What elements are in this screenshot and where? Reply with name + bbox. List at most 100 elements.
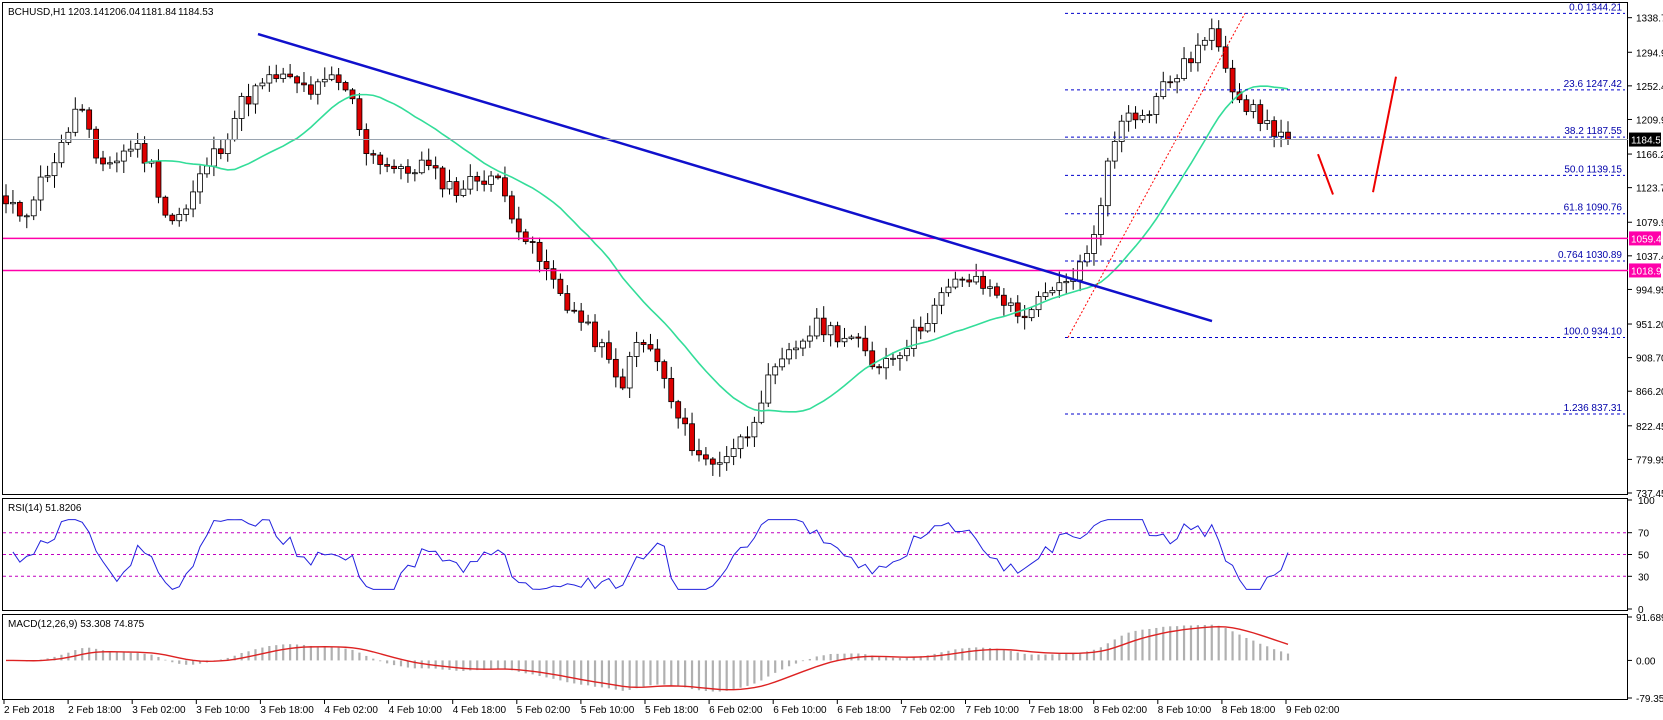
time-axis-label: 3 Feb 18:00: [260, 705, 314, 716]
time-axis-label: 4 Feb 18:00: [453, 705, 507, 716]
bearish-candle: [495, 175, 501, 179]
bearish-candle: [661, 361, 668, 379]
bullish-candle: [786, 349, 792, 360]
bullish-candle: [1146, 114, 1153, 116]
fib-level-label: 23.6 1247.42: [1564, 79, 1623, 90]
bullish-candle: [328, 74, 335, 80]
bullish-candle: [931, 304, 938, 324]
bearish-candle: [405, 166, 411, 174]
bearish-candle: [543, 261, 550, 270]
bullish-candle: [737, 436, 744, 450]
bullish-candle: [197, 173, 203, 193]
time-axis-label: 7 Feb 18:00: [1030, 705, 1084, 716]
price-axis-label: 908.70: [1636, 354, 1663, 365]
bullish-candle: [1264, 120, 1271, 124]
bullish-candle: [23, 215, 30, 218]
bearish-candle: [820, 317, 827, 336]
bearish-candle: [689, 423, 695, 452]
bullish-candle: [113, 160, 120, 164]
bullish-candle: [1084, 253, 1090, 263]
bullish-candle: [987, 286, 993, 289]
bearish-candle: [564, 293, 571, 311]
support-price-tag: [1629, 231, 1661, 246]
bearish-candle: [966, 279, 973, 283]
ohlc-close: 1184.53: [178, 7, 214, 18]
bearish-candle: [682, 417, 689, 425]
bearish-candle: [640, 342, 647, 345]
macd-axis-label: 91.689: [1636, 613, 1663, 624]
projection-down-stroke: [1317, 153, 1334, 195]
bullish-candle: [765, 374, 772, 404]
bearish-candle: [612, 358, 619, 378]
bullish-candle: [120, 150, 127, 162]
bearish-candle: [363, 129, 370, 155]
bullish-candle: [231, 118, 238, 141]
bullish-candle: [1118, 120, 1125, 142]
bullish-candle: [398, 166, 404, 170]
axes: 1338.70 1294.95 1252.45 1209.95 1166.20 1123.…: [3, 14, 1663, 716]
bullish-candle: [418, 159, 425, 174]
rsi-line: [12, 519, 1289, 590]
bearish-candle: [522, 231, 529, 242]
rsi-axis-label: 100: [1638, 496, 1655, 507]
bearish-candle: [245, 96, 252, 105]
fib-level-label: 50.0 1139.15: [1564, 164, 1622, 175]
bullish-candle: [585, 321, 591, 324]
bullish-candle: [890, 357, 896, 360]
bullish-candle: [321, 78, 328, 83]
bullish-candle: [1208, 28, 1215, 41]
bearish-candle: [3, 195, 9, 205]
time-axis-label: 6 Feb 18:00: [837, 705, 891, 716]
bullish-candle: [107, 162, 113, 165]
current-price-tag: [1629, 132, 1661, 147]
time-axis-label: 2 Feb 18:00: [68, 705, 122, 716]
bullish-candle: [224, 139, 231, 155]
price-axis-label: 1166.20: [1636, 150, 1663, 161]
bearish-candle: [141, 143, 148, 164]
bearish-candle: [1014, 302, 1021, 317]
bearish-candle: [294, 76, 300, 84]
macd-title: MACD(12,26,9) 53.308 74.875: [8, 619, 145, 630]
bullish-candle: [841, 337, 848, 343]
bullish-candle: [910, 326, 917, 349]
bearish-candle: [1285, 131, 1291, 140]
bullish-candle: [1104, 160, 1111, 207]
bearish-candle: [502, 177, 508, 197]
bullish-candle: [1097, 205, 1104, 235]
bearish-candle: [605, 342, 612, 360]
bearish-candle: [1271, 120, 1278, 137]
bearish-candle: [425, 159, 432, 167]
price-plot: 0.0 1344.21 23.6 1247.42 38.2 1187.55 50.0 …: [3, 2, 1628, 477]
bearish-candle: [93, 128, 99, 159]
bullish-candle: [793, 347, 799, 351]
bullish-candle: [1174, 78, 1181, 83]
bearish-candle: [619, 376, 626, 389]
bullish-candle: [127, 148, 134, 152]
bearish-candle: [391, 165, 397, 170]
bullish-candle: [51, 162, 58, 177]
bullish-candle: [751, 421, 758, 438]
fib-level-label: 0.0 1344.21: [1569, 2, 1622, 13]
macd-axis-label: -79.359: [1636, 694, 1663, 705]
bearish-candle: [536, 241, 543, 262]
support-price-tag: [1629, 263, 1661, 278]
bullish-candle: [716, 462, 723, 465]
bearish-candle: [217, 148, 224, 155]
bearish-candle: [675, 401, 682, 419]
time-axis-label: 5 Feb 18:00: [645, 705, 699, 716]
bearish-candle: [453, 181, 460, 196]
bullish-candle: [204, 165, 210, 175]
price-axis-label: 1037.45: [1636, 252, 1663, 263]
bullish-candle: [1278, 131, 1284, 137]
time-axis-label: 8 Feb 10:00: [1158, 705, 1212, 716]
bearish-candle: [1188, 58, 1194, 64]
bearish-candle: [876, 366, 883, 369]
fib-swing-line: [1067, 13, 1246, 338]
bearish-candle: [668, 378, 675, 403]
bullish-candle: [1091, 234, 1097, 254]
bullish-candle: [1195, 44, 1201, 64]
bullish-candle: [460, 188, 467, 196]
support-price-label: 1059.48: [1631, 234, 1663, 245]
bullish-candle: [134, 143, 141, 150]
